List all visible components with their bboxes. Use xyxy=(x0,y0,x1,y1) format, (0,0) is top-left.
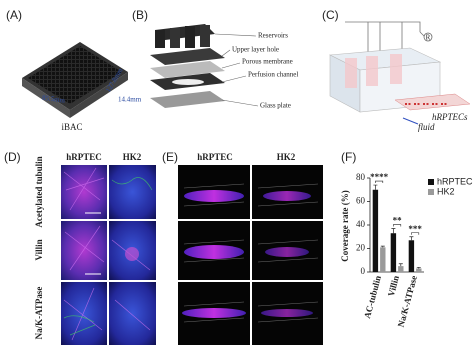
leader-lines xyxy=(214,33,259,107)
reservoir-marker: R xyxy=(426,34,431,42)
panel-label: (D) xyxy=(4,150,21,164)
significance: **** xyxy=(370,172,389,182)
bar xyxy=(398,266,404,272)
bar xyxy=(390,233,397,272)
layer-label: Reservoirs xyxy=(258,32,288,40)
layer-label: Perfusion channel xyxy=(248,71,298,79)
legend-swatch xyxy=(428,179,434,185)
column-header: hRPTEC xyxy=(66,152,102,162)
y-axis-label: Coverage rate (%) xyxy=(340,190,350,261)
micrographs xyxy=(61,165,156,345)
bar xyxy=(408,240,415,272)
dimension: 14.4mm xyxy=(118,96,142,104)
y-tick-label: 60 xyxy=(356,196,366,206)
error-bar xyxy=(409,236,414,241)
significance-bracket xyxy=(411,232,420,235)
x-tick-label: AC-tubulin xyxy=(362,274,383,319)
layer-label: Upper layer hole xyxy=(232,46,279,54)
error-bar xyxy=(380,245,385,248)
bar xyxy=(380,247,386,272)
column-header: HK2 xyxy=(123,152,142,162)
significance: *** xyxy=(408,224,422,234)
y-tick-label: 0 xyxy=(361,266,366,276)
confocal-3d xyxy=(178,165,323,345)
legend-label: hRPTEC xyxy=(437,176,473,186)
plate-photo xyxy=(22,42,128,118)
error-bar xyxy=(373,184,378,190)
error-bar xyxy=(398,263,403,267)
panel-label: (C) xyxy=(322,8,339,22)
annotation: fluid xyxy=(418,122,435,132)
significance-bracket xyxy=(393,224,402,227)
panel-label: (A) xyxy=(6,8,22,22)
legend-swatch xyxy=(428,189,434,195)
bar xyxy=(416,268,422,272)
panel-label: (E) xyxy=(162,150,178,164)
row-label: Na/K-ATPase xyxy=(34,287,44,340)
row-label: Villin xyxy=(34,239,44,260)
significance-bracket xyxy=(375,180,384,184)
error-bar xyxy=(391,228,396,234)
layer-label: Glass plate xyxy=(260,102,291,110)
dimension: 85.5mm xyxy=(41,94,66,105)
y-tick-label: 40 xyxy=(356,219,366,229)
panel-label: (F) xyxy=(341,150,356,164)
layer-stack xyxy=(150,24,225,108)
column-header: HK2 xyxy=(277,152,296,162)
column-header: hRPTEC xyxy=(197,152,233,162)
bar xyxy=(372,189,379,272)
panel-label: (B) xyxy=(132,8,148,22)
row-label: Acetylated tubulin xyxy=(34,156,44,227)
y-tick-label: 20 xyxy=(356,243,366,253)
caption: iBAC xyxy=(61,122,82,132)
y-tick-label: 80 xyxy=(356,172,366,182)
error-bar xyxy=(416,266,421,269)
annotation: hRPTECs xyxy=(432,112,468,122)
significance: ** xyxy=(393,216,403,226)
layer-label: Porous membrane xyxy=(242,58,293,66)
x-tick-label: Villin xyxy=(386,274,401,297)
legend-label: HK2 xyxy=(437,186,455,196)
chip-schematic xyxy=(328,21,471,125)
